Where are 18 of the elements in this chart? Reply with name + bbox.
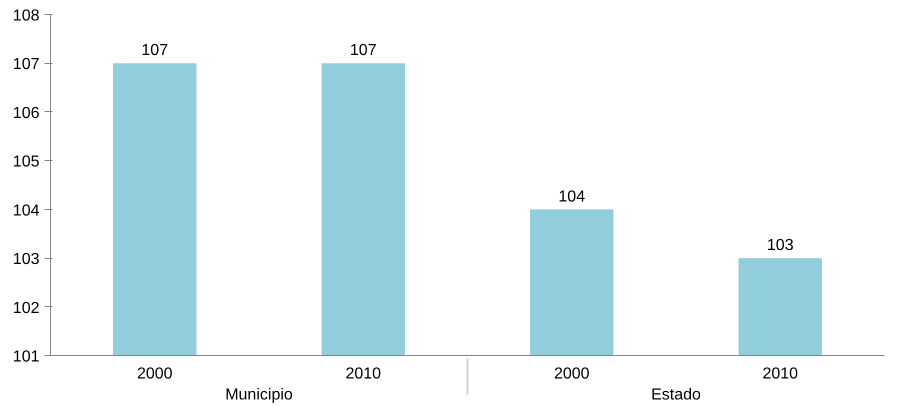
data-label: 107 — [350, 42, 377, 60]
data-label: 104 — [558, 188, 586, 206]
data-label: 107 — [141, 42, 168, 60]
y-tick-label: 104 — [12, 202, 40, 220]
y-tick-label: 105 — [12, 154, 40, 171]
y-tick-label: 106 — [12, 104, 40, 122]
y-tick-label: 107 — [12, 56, 40, 74]
x-tick-label: 2000 — [136, 366, 173, 382]
y-tick-label: 102 — [12, 300, 40, 317]
x-tick-label: 2000 — [554, 366, 590, 382]
text: Estado — [651, 386, 702, 404]
text: Municipio — [225, 386, 293, 404]
x-tick-label: 2010 — [345, 366, 382, 382]
y-tick-label: 108 — [12, 8, 40, 24]
x-tick-label: 2010 — [762, 366, 798, 382]
data-label: 103 — [766, 237, 794, 254]
y-tick-label: 101 — [12, 348, 40, 366]
y-tick-label: 103 — [12, 251, 40, 268]
